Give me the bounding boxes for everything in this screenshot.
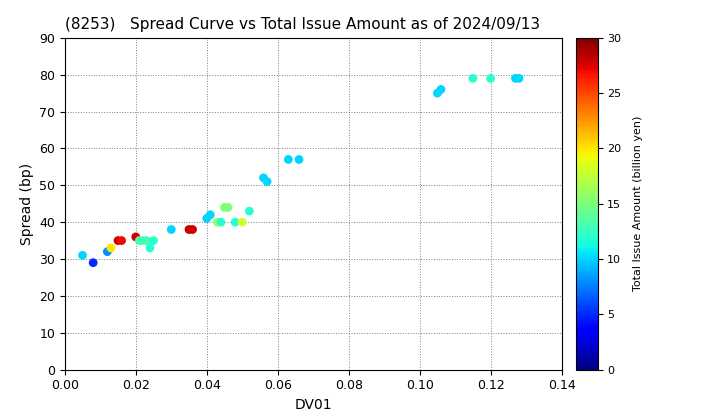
Point: [485, 75, 496, 82]
Point: [230, 219, 241, 226]
Text: (8253)   Spread Curve vs Total Issue Amount as of 2024/09/13: (8253) Spread Curve vs Total Issue Amoun…: [65, 18, 540, 32]
Point: [105, 244, 117, 251]
Point: [186, 226, 198, 233]
Point: [148, 237, 159, 244]
Point: [204, 211, 216, 218]
Point: [261, 178, 273, 185]
Point: [166, 226, 177, 233]
Point: [102, 248, 113, 255]
Point: [112, 237, 124, 244]
Point: [258, 175, 269, 181]
Point: [87, 259, 99, 266]
Point: [137, 237, 148, 244]
Point: [134, 237, 145, 244]
Point: [219, 204, 230, 211]
Point: [243, 208, 255, 215]
Point: [77, 252, 89, 259]
Point: [510, 75, 521, 82]
Y-axis label: Spread (bp): Spread (bp): [19, 163, 34, 245]
Point: [435, 86, 446, 93]
Point: [467, 75, 479, 82]
Point: [212, 219, 223, 226]
Point: [215, 219, 227, 226]
Point: [293, 156, 305, 163]
Y-axis label: Total Issue Amount (billion yen): Total Issue Amount (billion yen): [633, 116, 642, 291]
Point: [201, 215, 212, 222]
Point: [236, 219, 248, 226]
X-axis label: DV01: DV01: [294, 398, 332, 412]
Point: [282, 156, 294, 163]
Point: [144, 244, 156, 251]
Point: [130, 234, 142, 240]
Point: [183, 226, 194, 233]
Point: [140, 237, 152, 244]
Point: [513, 75, 525, 82]
Point: [222, 204, 234, 211]
Point: [432, 90, 444, 97]
Point: [116, 237, 127, 244]
